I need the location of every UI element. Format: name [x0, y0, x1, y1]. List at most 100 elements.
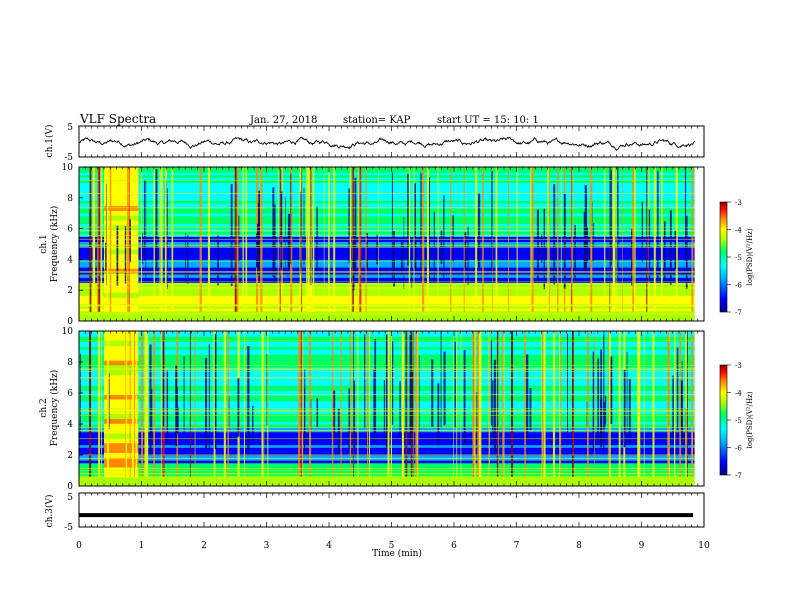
spectrogram-streak [183, 356, 185, 435]
ch1-waveform-trace [78, 136, 695, 151]
spectrogram-streak [383, 380, 385, 439]
spectrogram-streak [572, 331, 574, 477]
spectrogram-block [104, 423, 139, 429]
spectrogram-streak [287, 213, 290, 270]
spectrogram-streak [431, 359, 434, 427]
spectrogram-streak [144, 180, 145, 261]
spectrogram-band [79, 455, 695, 459]
spectrogram-ytick-label: 4 [67, 255, 73, 265]
spectrogram-streak [657, 171, 659, 280]
spectrogram-line [79, 314, 695, 316]
spectrogram-band [79, 460, 695, 464]
spectrogram-line [79, 272, 695, 273]
spectrogram-streak [643, 331, 645, 477]
x-axis-label: Time (min) [372, 548, 422, 559]
spectrogram-line [79, 207, 695, 209]
spectrogram-streak [626, 351, 628, 431]
spectrogram-line [79, 369, 695, 370]
spectrogram-ytick-label: 6 [67, 225, 73, 235]
ch3-ytick-top: 5 [67, 493, 73, 503]
spectrogram-streak [353, 331, 354, 477]
spectrogram-block [104, 394, 139, 400]
spectrogram-streak [685, 331, 687, 477]
colorbar-tick-label: -6 [735, 445, 742, 453]
spectrogram-streak [524, 331, 526, 477]
spectrogram-block [104, 403, 139, 410]
spectrogram-block [104, 418, 139, 424]
ch1-spectrogram-image [79, 167, 695, 322]
spectrogram-streak [641, 202, 643, 263]
spectrogram-streak [153, 331, 156, 477]
spectrogram-block [104, 278, 139, 284]
spectrogram-band [79, 447, 695, 451]
spectrogram-streak [390, 331, 392, 477]
spectrogram-streak [542, 331, 544, 477]
spectrogram-streak [637, 331, 640, 477]
spectrogram-streak [453, 331, 454, 477]
spectrogram-streak [563, 193, 566, 289]
spectrogram-line [79, 180, 695, 181]
spectrogram-streak [160, 331, 162, 477]
spectrogram-line [79, 458, 695, 459]
ch1-ytick-bottom: -5 [64, 153, 73, 163]
spectrogram-band [79, 292, 695, 296]
spectrogram-streak [298, 331, 300, 477]
spectrogram-streak [257, 223, 260, 275]
spectrogram-streak [628, 379, 631, 445]
spectrogram-line [79, 470, 695, 471]
spectrogram-block [104, 345, 139, 351]
spectrogram-streak [478, 331, 481, 477]
spectrogram-streak [491, 171, 493, 276]
spectrogram-band [79, 169, 695, 173]
spectrogram-streak [552, 331, 556, 477]
spectrogram-streak [584, 185, 587, 269]
spectrogram-streak [492, 380, 494, 436]
spectrogram-streak [407, 173, 409, 266]
spectrogram-streak [402, 331, 404, 477]
spectrogram-streak [309, 331, 312, 477]
spectrogram-streak [674, 331, 676, 477]
spectrogram-block [104, 244, 139, 250]
spectrogram-line [79, 371, 695, 372]
spectrogram-band [79, 480, 695, 484]
spectrogram-block [104, 287, 139, 293]
spectrogram-line [79, 430, 695, 431]
spectrogram-streak [101, 331, 102, 477]
spectrogram-block [104, 413, 139, 419]
ch1-spectrogram-ylabel-channel: ch.1 [39, 234, 49, 253]
spectrogram-block [104, 200, 139, 207]
spectrogram-streak [631, 229, 633, 286]
spectrogram-streak [674, 230, 677, 269]
spectrogram-line [79, 305, 695, 307]
spectrogram-streak [472, 331, 475, 477]
spectrogram-block [104, 369, 139, 376]
spectrogram-streak [300, 191, 302, 274]
ch1-ytick-top: 5 [67, 123, 73, 133]
spectrogram-band [79, 205, 695, 209]
spectrogram-streak [135, 331, 138, 477]
spectrogram-ytick-label: 0 [67, 317, 73, 327]
spectrogram-streak [479, 331, 481, 477]
spectrogram-band [79, 195, 695, 199]
spectrogram-line [79, 271, 695, 272]
spectrogram-block [104, 389, 139, 395]
spectrogram-streak [387, 331, 390, 477]
spectrogram-streak [480, 331, 482, 477]
spectrogram-block [104, 210, 139, 216]
spectrogram-block [104, 282, 139, 289]
spectrogram-block [104, 167, 139, 173]
spectrogram-band [79, 251, 695, 255]
spectrogram-line [79, 377, 695, 379]
spectrogram-streak [428, 177, 430, 279]
spectrogram-streak [463, 350, 466, 445]
spectrogram-streak [189, 331, 191, 477]
ch2-spectrogram-ylabel-frequency: Frequency (kHz) [49, 370, 60, 447]
spectrogram-streak [194, 331, 196, 477]
spectrogram-ytick-label: 10 [62, 163, 74, 173]
spectrogram-streak [166, 370, 169, 445]
spectrogram-band [79, 210, 695, 214]
spectrogram-streak [213, 331, 216, 477]
spectrogram-line [79, 287, 695, 289]
spectrogram-line [79, 238, 695, 240]
spectrogram-line [79, 246, 695, 248]
